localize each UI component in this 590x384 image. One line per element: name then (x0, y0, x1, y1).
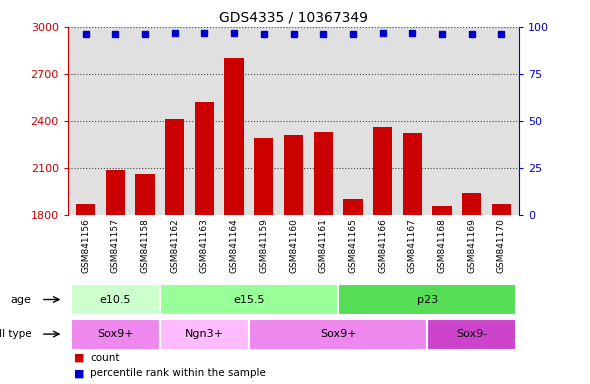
Text: GSM841164: GSM841164 (230, 218, 238, 273)
Text: e10.5: e10.5 (100, 295, 131, 305)
Bar (106, 170, 125, 215)
Bar (160, 319, 249, 349)
Text: GSM841159: GSM841159 (260, 218, 268, 273)
Bar (313, 132, 333, 215)
Text: age: age (11, 295, 32, 305)
Text: GSM841166: GSM841166 (378, 218, 387, 273)
Title: GDS4335 / 10367349: GDS4335 / 10367349 (219, 10, 368, 24)
Bar (343, 199, 363, 215)
Text: cell type: cell type (0, 329, 32, 339)
Text: Sox9+: Sox9+ (97, 329, 134, 339)
Text: GSM841156: GSM841156 (81, 218, 90, 273)
Text: GSM841157: GSM841157 (111, 218, 120, 273)
Text: e15.5: e15.5 (233, 295, 265, 305)
Text: percentile rank within the sample: percentile rank within the sample (90, 368, 266, 378)
Bar (402, 133, 422, 215)
Bar (76, 204, 96, 215)
Bar (284, 135, 303, 215)
Bar (71, 319, 160, 349)
Text: Sox9+: Sox9+ (320, 329, 356, 339)
Text: GSM841167: GSM841167 (408, 218, 417, 273)
Text: GSM841168: GSM841168 (438, 218, 447, 273)
Text: GSM841160: GSM841160 (289, 218, 298, 273)
Text: GSM841163: GSM841163 (200, 218, 209, 273)
Bar (71, 284, 160, 315)
Text: Ngn3+: Ngn3+ (185, 329, 224, 339)
Text: ■: ■ (74, 368, 84, 378)
Text: GSM841169: GSM841169 (467, 218, 476, 273)
Bar (224, 58, 244, 215)
Bar (373, 127, 392, 215)
Text: Sox9-: Sox9- (456, 329, 487, 339)
Text: p23: p23 (417, 295, 438, 305)
Text: GSM841158: GSM841158 (140, 218, 149, 273)
Bar (249, 319, 427, 349)
Text: GSM841161: GSM841161 (319, 218, 327, 273)
Bar (491, 204, 511, 215)
Bar (462, 193, 481, 215)
Bar (338, 284, 516, 315)
Bar (165, 119, 185, 215)
Bar (195, 102, 214, 215)
Text: GSM841165: GSM841165 (349, 218, 358, 273)
Bar (432, 207, 452, 215)
Text: GSM841170: GSM841170 (497, 218, 506, 273)
Bar (254, 138, 274, 215)
Text: count: count (90, 353, 120, 363)
Text: ■: ■ (74, 353, 84, 363)
Bar (135, 174, 155, 215)
Text: GSM841162: GSM841162 (171, 218, 179, 273)
Bar (427, 319, 516, 349)
Bar (160, 284, 338, 315)
